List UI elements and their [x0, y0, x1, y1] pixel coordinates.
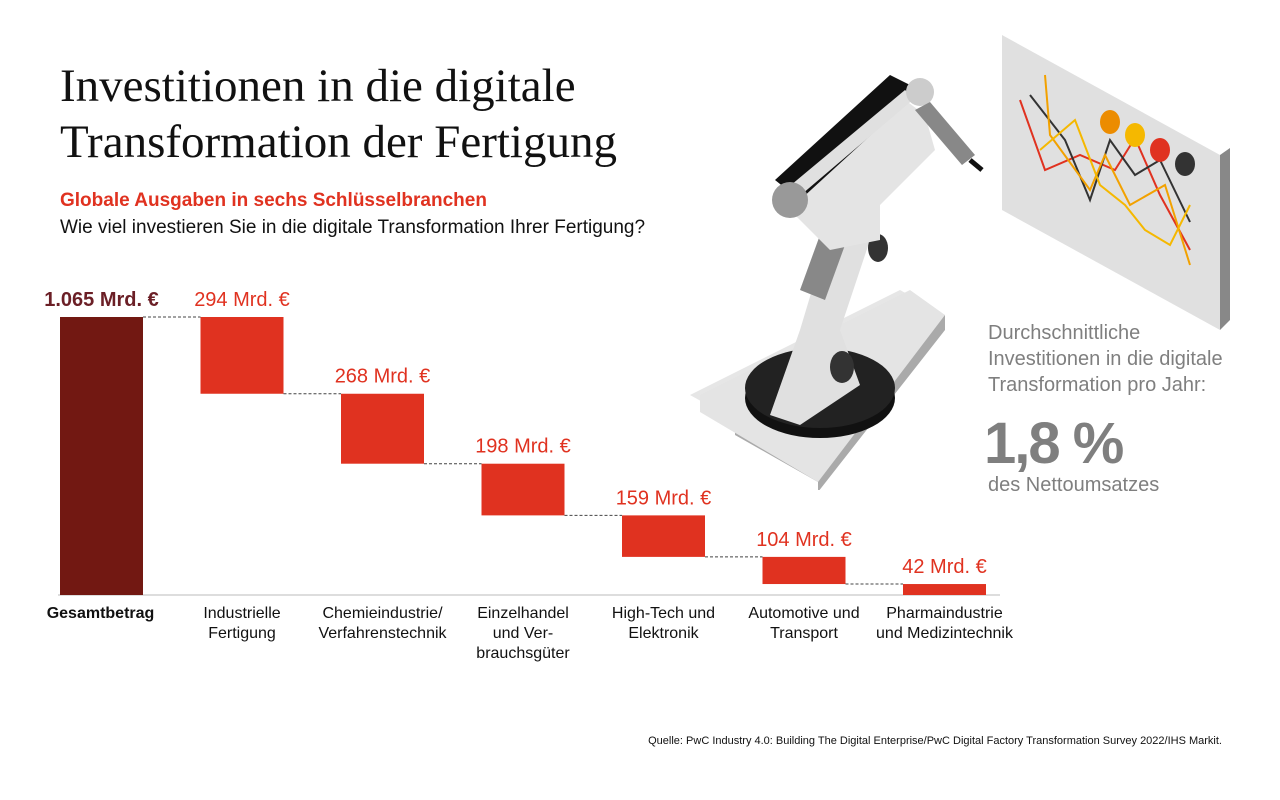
page-title: Investitionen in die digitale Transforma… [60, 58, 617, 170]
title-line-1: Investitionen in die digitale [60, 60, 576, 112]
category-label-3: Einzelhandel [477, 605, 569, 622]
category-label-5: Automotive und [748, 605, 859, 622]
question: Wie viel investieren Sie in die digitale… [60, 217, 646, 238]
data-label-0: 1.065 Mrd. € [44, 289, 159, 311]
category-label-2: Verfahrenstechnik [318, 625, 447, 642]
category-label-0: Gesamtbetrag [47, 605, 155, 622]
side-line-1: Durchschnittliche [988, 322, 1141, 344]
source-note: Quelle: PwC Industry 4.0: Building The D… [648, 735, 1222, 747]
category-label-5: Transport [770, 625, 838, 642]
data-label-5: 104 Mrd. € [756, 529, 852, 551]
side-line-3: Transformation pro Jahr: [988, 374, 1207, 396]
category-label-6: Pharmaindustrie [886, 605, 1003, 622]
subtitle: Globale Ausgaben in sechs Schlüsselbranc… [60, 190, 487, 211]
data-label-3: 198 Mrd. € [475, 436, 571, 458]
category-label-4: Elektronik [628, 625, 699, 642]
robot-arm-illustration [690, 35, 1230, 490]
category-label-4: High-Tech und [612, 605, 715, 622]
bar-2 [341, 393, 424, 464]
average-percentage: 1,8 % [984, 411, 1124, 476]
category-label-2: Chemieindustrie/ [322, 605, 443, 622]
data-label-1: 294 Mrd. € [194, 289, 290, 311]
category-label-3: und Ver- [493, 625, 553, 642]
bar-4 [622, 515, 705, 557]
title-line-2: Transformation der Fertigung [60, 116, 617, 168]
data-label-4: 159 Mrd. € [616, 487, 712, 509]
category-label-3: brauchsgüter [476, 645, 570, 662]
percentage-caption: des Nettoumsatzes [988, 474, 1160, 496]
bar-0 [60, 317, 143, 595]
side-line-2: Investitionen in die digitale [988, 348, 1223, 370]
bar-3 [481, 463, 565, 516]
average-investment-text: Durchschnittliche Investitionen in die d… [988, 320, 1223, 398]
data-label-2: 268 Mrd. € [335, 366, 431, 388]
category-label-1: Industrielle [203, 605, 280, 622]
category-label-1: Fertigung [208, 625, 276, 642]
bar-6 [903, 584, 986, 595]
category-label-6: und Medizintechnik [876, 625, 1014, 642]
data-label-6: 42 Mrd. € [902, 556, 986, 578]
bar-1 [200, 317, 284, 394]
bar-5 [762, 556, 846, 585]
